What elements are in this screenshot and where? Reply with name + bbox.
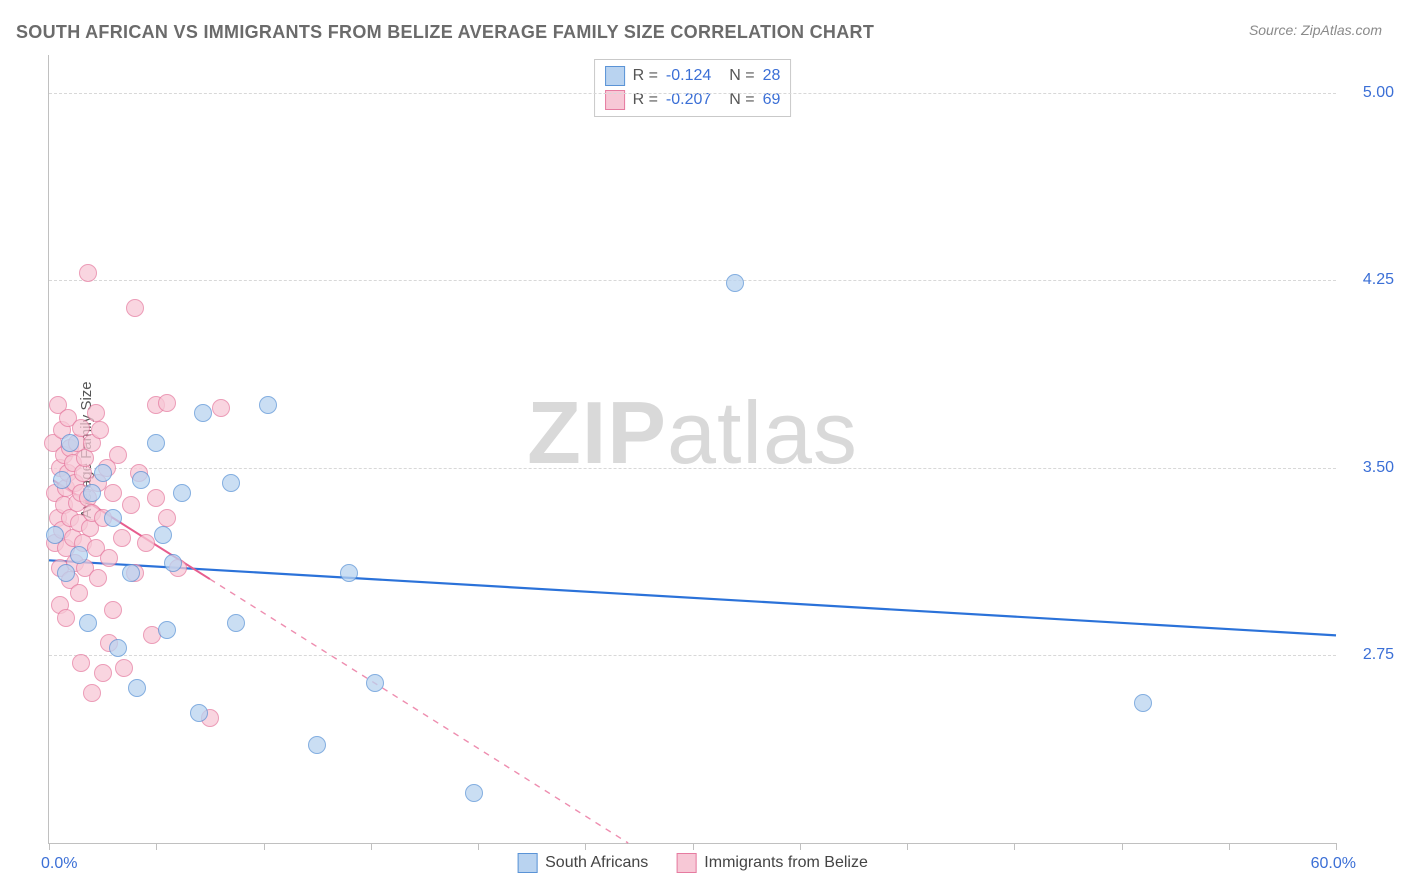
scatter-point [79,264,97,282]
scatter-point [104,509,122,527]
scatter-point [46,526,64,544]
scatter-point [212,399,230,417]
scatter-point [109,639,127,657]
scatter-point [158,621,176,639]
legend-label-series-1: South Africans [545,854,648,872]
scatter-point [94,464,112,482]
x-tick [264,843,265,850]
x-tick [907,843,908,850]
stat-n-value-1: 28 [763,64,781,88]
scatter-point [158,394,176,412]
scatter-point [308,736,326,754]
scatter-point [83,484,101,502]
scatter-point [70,546,88,564]
x-tick [1336,843,1337,850]
scatter-point [132,471,150,489]
scatter-point [91,421,109,439]
y-tick-label: 5.00 [1363,84,1394,102]
chart-title: SOUTH AFRICAN VS IMMIGRANTS FROM BELIZE … [16,22,874,43]
source-attribution: Source: ZipAtlas.com [1249,22,1382,38]
gridline-h [49,468,1336,469]
gridline-h [49,655,1336,656]
x-tick [585,843,586,850]
scatter-point [104,601,122,619]
gridline-h [49,93,1336,94]
scatter-point [126,299,144,317]
plot-area: ZIPatlas R = -0.124 N = 28 R = -0.207 N … [48,55,1336,844]
x-tick [1014,843,1015,850]
scatter-point [87,404,105,422]
x-tick [1229,843,1230,850]
scatter-point [173,484,191,502]
scatter-point [158,509,176,527]
x-tick [156,843,157,850]
x-axis-label-max: 60.0% [1311,855,1356,873]
scatter-point [122,496,140,514]
scatter-point [109,446,127,464]
legend-bottom: South Africans Immigrants from Belize [517,853,868,873]
scatter-point [128,679,146,697]
trend-lines [49,55,1336,843]
scatter-point [154,526,172,544]
y-tick-label: 4.25 [1363,271,1394,289]
legend-item-series-1: South Africans [517,853,648,873]
scatter-point [89,569,107,587]
scatter-point [72,654,90,672]
watermark: ZIPatlas [527,382,858,484]
scatter-point [104,484,122,502]
x-tick [371,843,372,850]
scatter-point [122,564,140,582]
x-tick [693,843,694,850]
scatter-point [57,564,75,582]
scatter-point [227,614,245,632]
y-tick-label: 2.75 [1363,646,1394,664]
scatter-point [115,659,133,677]
legend-swatch-series-1 [605,66,625,86]
scatter-point [79,614,97,632]
scatter-point [190,704,208,722]
scatter-point [259,396,277,414]
scatter-point [100,549,118,567]
legend-swatch-series-2 [676,853,696,873]
x-axis-label-min: 0.0% [41,855,77,873]
legend-item-series-2: Immigrants from Belize [676,853,868,873]
y-tick-label: 3.50 [1363,459,1394,477]
scatter-point [366,674,384,692]
scatter-point [83,684,101,702]
scatter-point [194,404,212,422]
scatter-point [147,489,165,507]
scatter-point [1134,694,1152,712]
scatter-point [726,274,744,292]
stat-r-label: R = [633,64,658,88]
stat-n-label: N = [729,64,754,88]
scatter-point [61,434,79,452]
scatter-point [222,474,240,492]
x-tick [49,843,50,850]
x-tick [478,843,479,850]
scatter-point [70,584,88,602]
legend-stats-row-1: R = -0.124 N = 28 [605,64,781,88]
x-tick [800,843,801,850]
gridline-h [49,280,1336,281]
scatter-point [164,554,182,572]
scatter-point [53,471,71,489]
scatter-point [147,434,165,452]
scatter-point [94,664,112,682]
scatter-point [113,529,131,547]
scatter-point [340,564,358,582]
chart-container: Average Family Size ZIPatlas R = -0.124 … [48,55,1336,844]
scatter-point [465,784,483,802]
legend-stats-box: R = -0.124 N = 28 R = -0.207 N = 69 [594,59,792,117]
legend-swatch-series-1 [517,853,537,873]
scatter-point [137,534,155,552]
stat-r-value-1: -0.124 [666,64,711,88]
x-tick [1122,843,1123,850]
scatter-point [57,609,75,627]
legend-label-series-2: Immigrants from Belize [704,854,868,872]
